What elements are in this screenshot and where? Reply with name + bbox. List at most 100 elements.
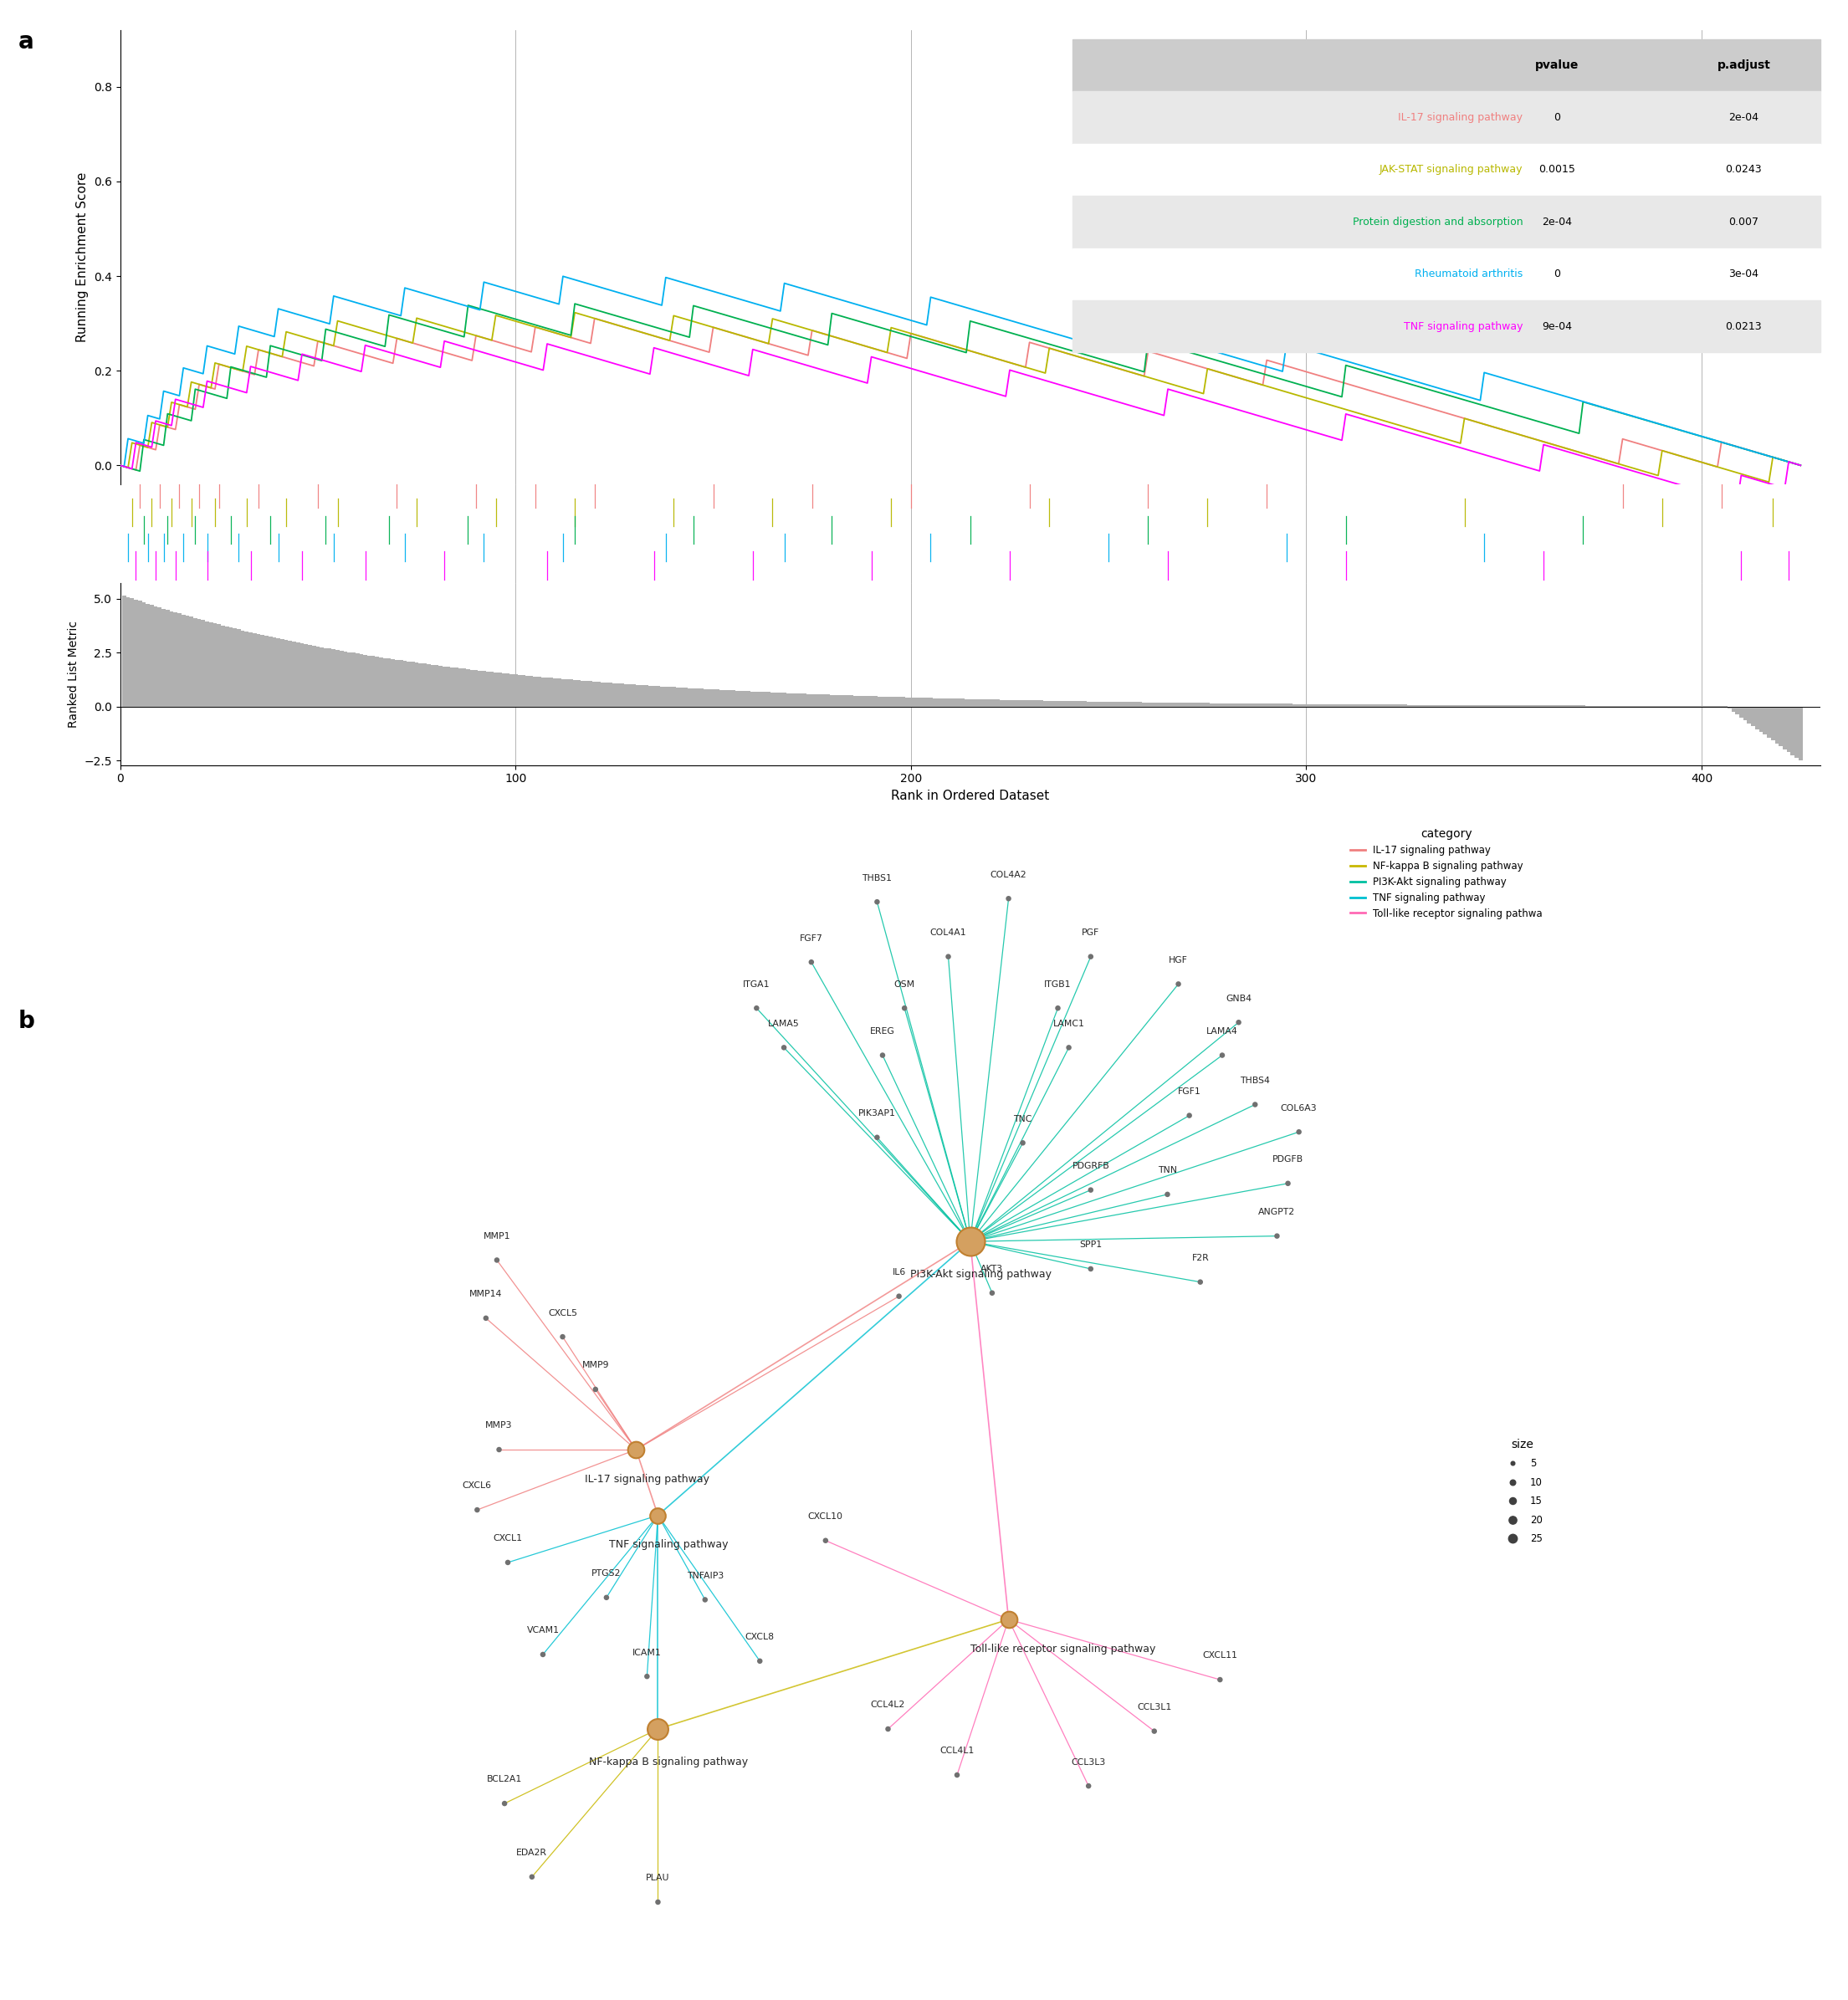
Bar: [941, 698, 944, 706]
Bar: [205, 622, 209, 706]
Bar: [188, 616, 194, 706]
Bar: [1343, 704, 1347, 706]
Text: NF-kappa B signaling pathway: NF-kappa B signaling pathway: [590, 1756, 748, 1768]
Bar: [1347, 704, 1351, 706]
Bar: [556, 678, 562, 706]
Text: CCL3L1: CCL3L1: [1137, 1704, 1172, 1712]
Bar: [806, 694, 809, 706]
Bar: [209, 622, 213, 706]
Bar: [1728, 706, 1732, 708]
Bar: [261, 634, 264, 706]
Bar: [787, 694, 791, 706]
Bar: [368, 656, 371, 706]
Bar: [841, 696, 846, 706]
Bar: [612, 684, 617, 706]
Text: 2e-04: 2e-04: [1728, 112, 1759, 122]
Bar: [643, 686, 649, 706]
Bar: [285, 640, 288, 706]
Point: [994, 1604, 1024, 1636]
Bar: [874, 696, 878, 706]
Text: ITGA1: ITGA1: [743, 980, 771, 988]
Point: [796, 946, 826, 978]
Bar: [1039, 700, 1044, 706]
Bar: [854, 696, 857, 706]
Text: TNFAIP3: TNFAIP3: [687, 1572, 724, 1580]
Bar: [608, 682, 612, 706]
Bar: [1351, 704, 1356, 706]
Bar: [1273, 704, 1277, 706]
Text: JAK-STAT signaling pathway: JAK-STAT signaling pathway: [1379, 164, 1523, 176]
Bar: [1055, 700, 1059, 706]
Text: Protein digestion and absorption: Protein digestion and absorption: [1353, 216, 1523, 228]
Point: [471, 1302, 501, 1334]
Bar: [565, 680, 569, 706]
Bar: [344, 652, 347, 706]
Bar: [312, 646, 316, 706]
Bar: [1027, 700, 1031, 706]
Point: [1273, 1168, 1303, 1200]
Bar: [1356, 704, 1360, 706]
Bar: [431, 664, 434, 706]
Text: CXCL6: CXCL6: [462, 1482, 492, 1490]
Text: COL4A2: COL4A2: [991, 870, 1027, 878]
Text: pvalue: pvalue: [1536, 60, 1578, 72]
Bar: [1288, 704, 1292, 706]
Bar: [434, 666, 438, 706]
Bar: [798, 694, 802, 706]
Point: [1284, 1116, 1314, 1148]
Bar: [1072, 196, 1820, 248]
Bar: [1031, 700, 1035, 706]
Bar: [715, 690, 719, 706]
Text: TNF signaling pathway: TNF signaling pathway: [1403, 320, 1523, 332]
Bar: [819, 694, 822, 706]
Point: [933, 940, 963, 972]
Point: [741, 992, 771, 1024]
Bar: [1752, 706, 1756, 726]
Bar: [1332, 704, 1336, 706]
Text: CXCL1: CXCL1: [493, 1534, 523, 1542]
Bar: [1181, 702, 1186, 706]
Text: F2R: F2R: [1192, 1254, 1209, 1262]
Bar: [538, 676, 541, 706]
Bar: [458, 668, 462, 706]
Bar: [767, 692, 771, 706]
Bar: [1284, 704, 1288, 706]
Point: [1153, 1178, 1183, 1210]
Text: CXCL10: CXCL10: [808, 1512, 843, 1520]
Bar: [1281, 704, 1284, 706]
Point: [493, 1546, 523, 1578]
Text: LAMC1: LAMC1: [1053, 1020, 1085, 1028]
Point: [1205, 1664, 1234, 1696]
Bar: [976, 700, 979, 706]
Bar: [601, 682, 604, 706]
Text: MMP3: MMP3: [486, 1422, 512, 1430]
Point: [1076, 1252, 1105, 1284]
Bar: [166, 610, 170, 706]
Bar: [782, 692, 787, 706]
Text: PDGFB: PDGFB: [1273, 1156, 1303, 1164]
Bar: [1173, 702, 1177, 706]
Bar: [347, 652, 351, 706]
Bar: [711, 690, 715, 706]
Bar: [972, 700, 976, 706]
Bar: [549, 678, 553, 706]
Text: 0: 0: [1554, 268, 1560, 280]
Bar: [340, 650, 344, 706]
Bar: [747, 692, 750, 706]
Bar: [1316, 704, 1319, 706]
Bar: [1118, 702, 1122, 706]
Bar: [739, 690, 743, 706]
Point: [643, 1886, 673, 1918]
Bar: [1780, 706, 1783, 746]
Bar: [331, 650, 336, 706]
Bar: [865, 696, 869, 706]
Text: LAMA4: LAMA4: [1207, 1028, 1238, 1036]
Bar: [632, 684, 636, 706]
Bar: [1072, 92, 1820, 144]
Bar: [684, 688, 687, 706]
Text: BCL2A1: BCL2A1: [486, 1776, 523, 1784]
Text: PI3K-Akt signaling pathway: PI3K-Akt signaling pathway: [911, 1268, 1052, 1280]
Point: [482, 1244, 512, 1276]
Bar: [517, 674, 521, 706]
Bar: [937, 698, 941, 706]
